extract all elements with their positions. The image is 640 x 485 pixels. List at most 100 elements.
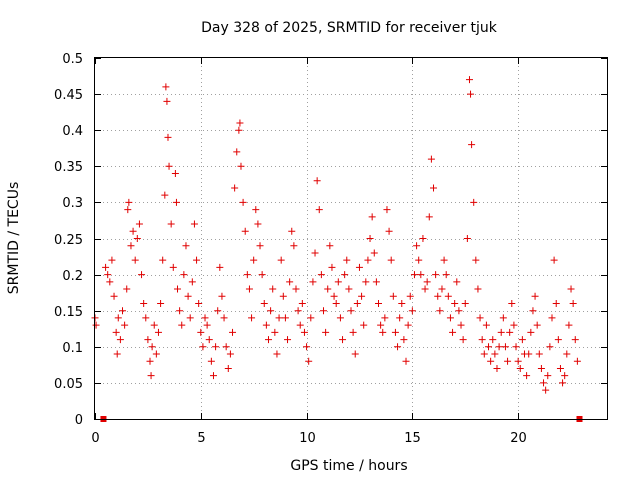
data-point xyxy=(400,336,408,344)
data-point xyxy=(556,364,564,372)
data-point xyxy=(104,271,112,279)
data-point xyxy=(362,278,370,286)
data-point xyxy=(468,141,476,149)
data-point xyxy=(404,321,412,329)
data-point xyxy=(112,328,120,336)
data-point xyxy=(491,350,499,358)
data-point xyxy=(106,278,114,286)
data-point xyxy=(188,278,196,286)
data-point xyxy=(205,336,213,344)
data-point xyxy=(463,235,471,242)
data-point xyxy=(379,328,387,336)
data-point xyxy=(470,198,478,206)
data-point xyxy=(387,256,395,264)
data-point xyxy=(142,314,150,322)
data-point xyxy=(449,328,457,336)
data-point xyxy=(383,206,391,214)
data-point xyxy=(203,321,211,329)
data-point xyxy=(286,278,294,286)
data-point xyxy=(542,386,550,394)
data-point xyxy=(417,271,425,279)
data-point xyxy=(544,372,552,380)
data-point xyxy=(174,285,182,293)
data-point xyxy=(461,299,469,307)
data-point xyxy=(197,328,205,336)
data-point xyxy=(548,314,556,322)
data-point xyxy=(250,256,258,264)
data-point xyxy=(410,271,418,279)
data-point xyxy=(129,227,137,235)
data-point xyxy=(446,314,454,322)
data-point xyxy=(423,278,431,286)
data-point xyxy=(413,242,421,250)
data-point xyxy=(159,256,167,264)
data-point xyxy=(279,292,287,300)
data-point xyxy=(220,314,228,322)
data-point xyxy=(561,372,569,380)
data-point xyxy=(147,372,155,380)
data-point xyxy=(258,271,266,279)
data-point xyxy=(186,314,194,322)
data-point xyxy=(540,379,548,387)
data-point xyxy=(444,292,452,300)
data-point xyxy=(116,336,124,344)
data-point xyxy=(123,285,131,293)
data-point xyxy=(236,119,244,127)
data-point xyxy=(135,220,143,228)
data-point xyxy=(167,220,175,228)
data-point xyxy=(226,350,234,358)
data-point xyxy=(396,314,404,322)
data-point xyxy=(224,364,232,372)
data-point xyxy=(499,314,507,322)
data-point xyxy=(222,343,230,351)
data-point xyxy=(317,271,325,279)
data-point xyxy=(385,227,393,235)
data-point xyxy=(457,321,465,329)
data-point xyxy=(529,307,537,315)
data-point xyxy=(239,198,247,206)
y-tick-label: 0.25 xyxy=(54,233,83,248)
data-point xyxy=(138,271,146,279)
y-tick-label: 0.05 xyxy=(54,377,83,392)
data-point xyxy=(133,235,141,242)
data-point xyxy=(216,263,224,271)
data-point xyxy=(164,133,172,141)
data-point xyxy=(510,321,518,329)
data-point xyxy=(514,357,522,365)
y-tick-label: 0.1 xyxy=(62,341,83,356)
data-point xyxy=(243,271,251,279)
data-point xyxy=(165,162,173,170)
data-point xyxy=(336,314,344,322)
x-tick-label: 10 xyxy=(299,431,316,446)
data-point xyxy=(533,321,541,329)
data-point xyxy=(508,299,516,307)
data-point xyxy=(341,271,349,279)
data-point xyxy=(262,321,270,329)
data-point xyxy=(478,336,486,344)
data-point xyxy=(391,328,399,336)
data-point xyxy=(113,350,121,358)
data-point xyxy=(487,357,495,365)
chart-title: Day 328 of 2025, SRMTID for receiver tju… xyxy=(201,20,498,36)
data-point xyxy=(552,299,560,307)
data-point xyxy=(394,343,402,351)
data-point xyxy=(349,328,357,336)
y-tick-label: 0 xyxy=(75,413,83,428)
data-point xyxy=(493,364,501,372)
data-point xyxy=(432,271,440,279)
data-point xyxy=(319,307,327,315)
x-axis-title: GPS time / hours xyxy=(290,458,407,474)
data-point xyxy=(131,256,139,264)
data-point xyxy=(485,343,493,351)
data-point xyxy=(292,285,300,293)
data-point xyxy=(474,285,482,293)
data-point xyxy=(408,307,416,315)
data-point xyxy=(421,285,429,293)
data-point xyxy=(402,357,410,365)
data-point xyxy=(546,343,554,351)
data-point xyxy=(163,97,171,105)
data-point xyxy=(518,336,526,344)
y-tick-label: 0.15 xyxy=(54,305,83,320)
data-point xyxy=(324,285,332,293)
data-point xyxy=(364,256,372,264)
